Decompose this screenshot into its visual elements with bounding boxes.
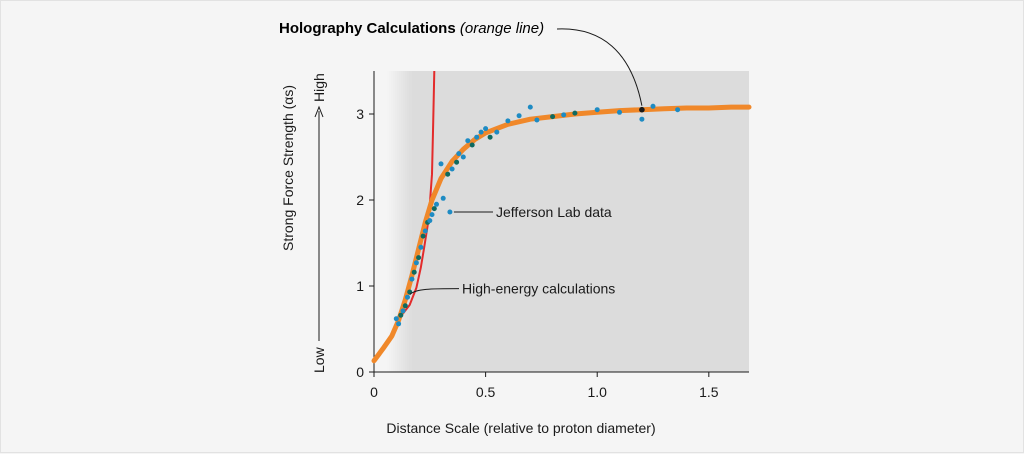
data-point-12: [420, 233, 426, 239]
data-point-41: [594, 107, 600, 113]
y-axis-high-label: High: [311, 73, 327, 102]
data-point-26: [460, 154, 466, 160]
data-point-17: [431, 206, 437, 212]
data-point-1: [396, 321, 402, 327]
data-point-7: [409, 276, 415, 282]
data-point-30: [478, 129, 484, 135]
shade-gradient: [386, 71, 412, 372]
title-paren-close: ): [537, 20, 544, 37]
data-point-19: [438, 161, 444, 167]
y-tick-label-2: 2: [356, 192, 364, 208]
data-point-18: [434, 201, 439, 207]
shade-solid: [411, 71, 749, 372]
data-point-8: [411, 269, 417, 275]
data-point-36: [527, 104, 533, 110]
data-point-25: [456, 151, 462, 157]
data-point-24: [454, 159, 460, 165]
title-bold-part: Holography Calculations: [279, 20, 456, 37]
data-point-37: [534, 117, 540, 123]
data-point-44: [650, 103, 656, 109]
data-point-13: [422, 228, 428, 234]
annotations: Jefferson Lab data High-energy calculatio…: [409, 28, 645, 297]
data-point-40: [572, 110, 578, 116]
data-point-35: [516, 113, 522, 119]
data-point-27: [465, 138, 471, 144]
data-point-0: [393, 316, 399, 322]
high-energy-label: High-energy calculations: [462, 281, 615, 297]
data-point-15: [427, 218, 433, 224]
y-axis-arrow-head: [314, 105, 324, 118]
data-point-38: [550, 114, 556, 120]
jefferson-label: Jefferson Lab data: [496, 204, 612, 220]
data-point-22: [447, 209, 453, 215]
title-paren-open: (: [456, 20, 467, 37]
data-point-33: [494, 129, 500, 135]
data-point-23: [449, 166, 455, 172]
data-point-43: [639, 116, 645, 122]
y-tick-label-0: 0: [356, 364, 364, 380]
data-point-42: [617, 109, 622, 115]
y-axis-label: Strong Force Strength (αs): [280, 85, 296, 251]
data-point-10: [416, 255, 422, 261]
data-point-29: [474, 134, 480, 140]
data-point-4: [402, 303, 408, 309]
y-tick-label-1: 1: [356, 278, 364, 294]
data-points: [393, 103, 681, 327]
x-tick-label-2: 1.0: [587, 384, 607, 400]
x-tick-label-1: 0.5: [476, 384, 496, 400]
data-point-5: [405, 294, 410, 300]
data-point-32: [487, 134, 493, 140]
data-point-3: [400, 308, 406, 314]
data-point-39: [561, 112, 567, 118]
data-point-34: [505, 118, 511, 124]
data-point-31: [483, 126, 489, 132]
title-leader-line: [556, 28, 643, 106]
x-tick-label-3: 1.5: [699, 384, 719, 400]
axes: 0 0.5 1.0 1.5 0 1 2 3: [356, 71, 749, 400]
high-energy-line: [395, 70, 436, 320]
data-point-9: [413, 260, 419, 266]
high-energy-leader-line: [409, 288, 460, 295]
data-point-21: [445, 171, 451, 177]
title-leader-dot: [639, 106, 645, 113]
shaded-region: [386, 71, 749, 372]
y-tick-label-3: 3: [356, 106, 364, 122]
data-point-16: [429, 212, 435, 218]
x-axis-label: Distance Scale (relative to proton diame…: [386, 420, 655, 436]
data-point-45: [675, 107, 681, 113]
data-point-11: [418, 244, 424, 250]
data-point-2: [398, 312, 404, 318]
chart-title: Holography Calculations (orange line): [279, 20, 544, 37]
data-point-20: [440, 195, 446, 201]
x-tick-label-0: 0: [370, 384, 378, 400]
title-italic-part: orange line: [465, 20, 539, 37]
data-point-28: [469, 142, 475, 148]
y-axis-low-label: Low: [311, 346, 327, 373]
